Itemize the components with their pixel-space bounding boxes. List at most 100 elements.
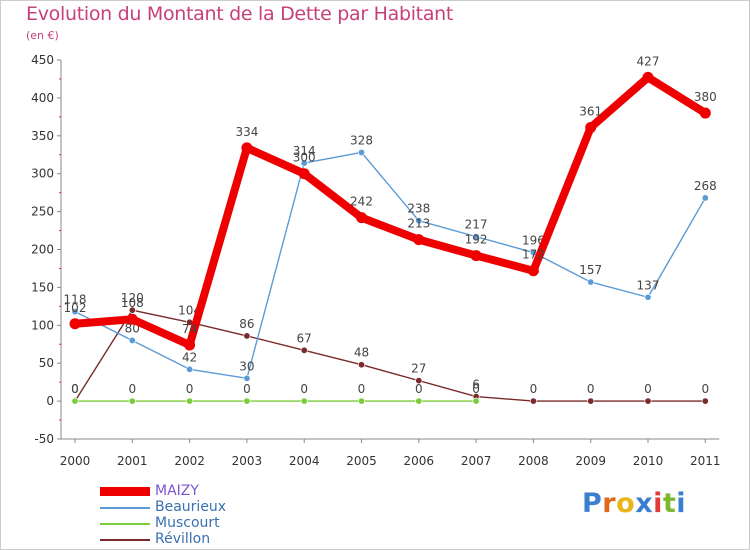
legend-swatch [100, 539, 150, 541]
data-label: 0 [472, 382, 480, 396]
y-tick-label: 200 [31, 243, 54, 257]
data-label: 172 [522, 248, 545, 262]
data-label: 108 [121, 296, 144, 310]
data-label: 48 [354, 346, 369, 360]
data-point [527, 265, 539, 277]
legend-swatch [100, 487, 150, 496]
data-label: 328 [350, 133, 373, 147]
data-point [415, 377, 423, 385]
y-tick-label: 0 [46, 394, 54, 408]
logo-letter: o [616, 488, 636, 519]
x-tick-label: 2004 [289, 454, 320, 468]
data-label: 0 [71, 382, 79, 396]
y-tick-label: -50 [34, 432, 54, 446]
data-label: 157 [579, 263, 602, 277]
data-label: 42 [182, 350, 197, 364]
data-point [701, 194, 709, 202]
data-point [357, 397, 365, 405]
chart-title: Evolution du Montant de la Dette par Hab… [26, 3, 454, 25]
y-tick-label: 150 [31, 280, 54, 294]
data-point [128, 397, 136, 405]
data-point [529, 397, 537, 405]
data-point [642, 71, 654, 83]
data-label: 217 [465, 218, 488, 232]
legend-swatch [100, 507, 150, 509]
x-tick-label: 2010 [633, 454, 664, 468]
y-tick-label: 250 [31, 205, 54, 219]
data-label: 0 [701, 382, 709, 396]
data-label: 238 [407, 202, 430, 216]
data-label: 27 [411, 362, 426, 376]
data-point [472, 233, 480, 241]
data-label: 0 [530, 382, 538, 396]
data-label: 0 [644, 382, 652, 396]
data-point [699, 107, 711, 119]
data-point [587, 278, 595, 286]
data-point [300, 346, 308, 354]
data-label: 67 [297, 331, 312, 345]
y-tick-label: 400 [31, 91, 54, 105]
proxiti-logo: Proxiti [582, 488, 686, 519]
data-point [415, 217, 423, 225]
data-point [186, 365, 194, 373]
data-point [470, 250, 482, 262]
data-label: 300 [293, 151, 316, 165]
data-label: 0 [128, 382, 136, 396]
data-label: 196 [522, 234, 545, 248]
legend-label: Muscourt [155, 515, 220, 531]
data-label: 0 [71, 382, 79, 396]
data-point [644, 293, 652, 301]
data-point [357, 361, 365, 369]
data-point [128, 306, 136, 314]
data-point [585, 121, 597, 133]
data-point [472, 397, 480, 405]
data-point [300, 397, 308, 405]
data-label: 427 [637, 54, 660, 68]
data-label: 0 [186, 382, 194, 396]
data-label: 242 [350, 195, 373, 209]
data-label: 0 [358, 382, 366, 396]
x-tick-label: 2007 [461, 454, 492, 468]
data-point [128, 336, 136, 344]
x-tick-label: 2008 [518, 454, 549, 468]
data-label: 30 [239, 359, 254, 373]
data-label: 0 [243, 382, 251, 396]
data-label: 380 [694, 90, 717, 104]
data-point [701, 397, 709, 405]
x-tick-label: 2009 [575, 454, 606, 468]
data-label: 0 [587, 382, 595, 396]
data-point [69, 318, 81, 330]
data-point [243, 332, 251, 340]
data-point [243, 397, 251, 405]
series-line-maizy [71, 73, 710, 350]
x-tick-label: 2006 [404, 454, 435, 468]
y-tick-label: 450 [31, 53, 54, 67]
data-label: 268 [694, 179, 717, 193]
y-tick-label: 100 [31, 318, 54, 332]
data-point [644, 397, 652, 405]
data-point [415, 397, 423, 405]
logo-letter: i [676, 488, 687, 519]
data-point [300, 159, 308, 167]
logo-letter: x [635, 488, 654, 519]
data-point [241, 142, 253, 154]
data-point [298, 168, 310, 180]
data-point [356, 212, 367, 224]
data-point [71, 397, 79, 405]
x-tick-label: 2000 [60, 454, 91, 468]
data-label: 120 [121, 291, 144, 305]
chart-subtitle: (en €) [26, 29, 59, 42]
data-point [587, 397, 595, 405]
logo-letter: t [662, 488, 677, 519]
data-label: 192 [465, 233, 488, 247]
data-label: 314 [293, 144, 316, 158]
data-label: 6 [472, 378, 480, 392]
data-point [71, 308, 79, 316]
data-label: 213 [407, 217, 430, 231]
legend-swatch [100, 523, 150, 525]
series-line-beaurieux [74, 151, 706, 380]
data-label: 74 [182, 322, 197, 336]
data-label: 102 [64, 301, 87, 315]
